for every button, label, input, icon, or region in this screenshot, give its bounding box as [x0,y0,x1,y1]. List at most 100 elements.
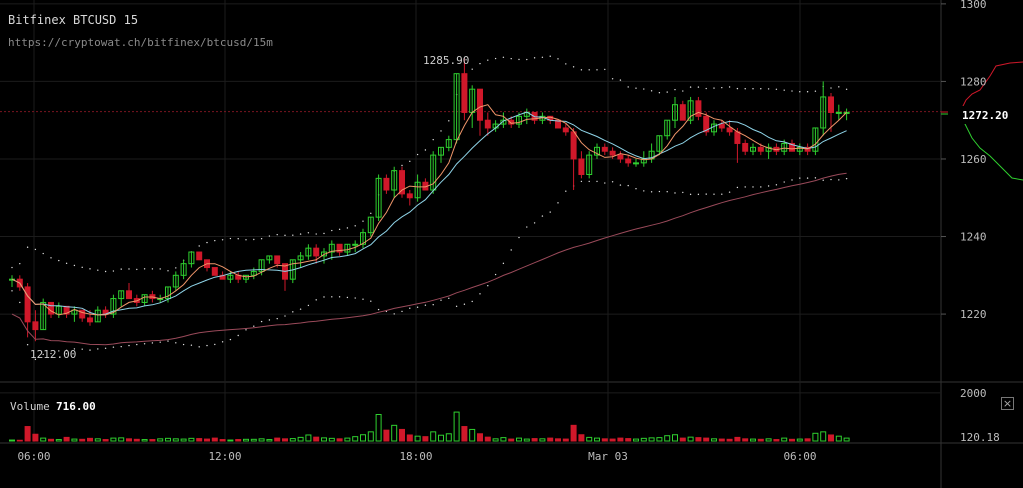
candle-body [750,146,756,152]
volume-bar [469,428,476,442]
band-dot-lower [440,299,442,301]
volume-bar [188,437,195,442]
band-dot-lower [416,306,419,308]
band-dot-lower [237,334,239,337]
volume-bar [243,438,249,442]
candle-body [461,73,468,113]
band-dot-lower [721,193,723,195]
band-dot-upper [253,238,255,241]
volume-bar [40,437,47,442]
volume-bar [328,437,335,442]
high-price-label: 1285.90 [423,54,469,67]
band-dot-upper [448,120,450,122]
band-dot-upper [588,69,590,71]
low-price-label: 1212.00 [30,348,76,361]
band-dot-lower [518,236,520,239]
volume-bar [601,438,608,442]
candle-body [609,150,616,156]
volume-bar [711,438,717,442]
band-dot-lower [713,193,715,195]
volume-bar [445,433,452,442]
band-dot-upper [26,246,29,248]
volume-bar [438,434,444,442]
time-tick-label: 06:00 [17,450,50,463]
candle-body [617,154,624,160]
volume-label: Volume [10,400,50,413]
band-dot-lower [151,342,154,344]
band-dot-upper [307,232,310,234]
band-dot-lower [104,347,107,350]
band-dot-lower [533,222,536,224]
band-dot-upper [34,248,37,251]
candle-body [32,321,39,331]
candle-body [399,170,405,195]
volume-bar [835,435,842,442]
band-dot-lower [143,343,146,345]
band-dot-lower [331,296,333,298]
band-dot-lower [409,307,411,309]
volume-bar [204,438,210,442]
candle-body [9,278,15,281]
band-dot-lower [487,284,489,287]
candle-body [227,274,234,280]
band-dot-upper [721,86,723,89]
band-dot-lower [650,191,653,193]
candle-body [477,88,483,121]
band-dot-upper [268,235,271,237]
band-dot-upper [198,245,200,247]
band-dot-upper [104,270,107,273]
band-dot-lower [494,273,497,276]
volume-bar [812,432,819,442]
volume-bar [648,437,655,442]
band-dot-upper [767,88,770,90]
volume-bar [48,438,54,442]
volume-bar [773,439,780,442]
volume-bar [562,438,569,442]
band-dot-lower [136,343,138,346]
band-dot-lower [658,190,661,193]
volume-bar [141,439,148,442]
band-dot-lower [167,340,169,342]
band-dot-lower [448,297,450,300]
band-dot-upper [338,228,341,231]
volume-bar [172,438,179,442]
band-dot-lower [19,301,21,304]
band-dot-lower [596,180,598,183]
candle-body [679,104,686,121]
candle-body [726,127,733,133]
band-dot-lower [34,358,37,361]
volume-bar [492,438,499,442]
volume-bar [477,433,483,442]
band-dot-lower [338,296,341,298]
candle-body [594,146,600,156]
band-dot-lower [588,180,590,183]
candle-body [258,259,265,272]
band-dot-upper [276,233,278,236]
band-dot-upper [689,86,692,88]
candle-body [118,290,125,300]
band-dot-lower [697,193,700,196]
candle-body [664,119,671,137]
band-dot-lower [120,345,122,348]
volume-bar [211,437,218,442]
band-dot-upper [19,262,21,265]
volume-bar [63,436,70,442]
band-dot-upper [331,229,333,232]
candle-body [360,232,366,245]
close-icon[interactable]: × [1001,397,1014,410]
candle-body [344,243,351,253]
volume-bar [79,438,86,442]
band-dot-lower [245,329,247,331]
candle-body [328,243,335,253]
candle-body [820,96,827,129]
volume-bar [126,438,132,442]
candle-body [445,139,452,148]
candle-body [87,317,93,323]
band-dot-upper [323,232,325,235]
band-dot-upper [627,86,629,88]
band-dot-lower [393,313,395,315]
band-dot-lower [292,311,294,313]
candle-body [94,309,101,323]
band-dot-lower [611,181,614,183]
volume-bar [266,439,273,442]
